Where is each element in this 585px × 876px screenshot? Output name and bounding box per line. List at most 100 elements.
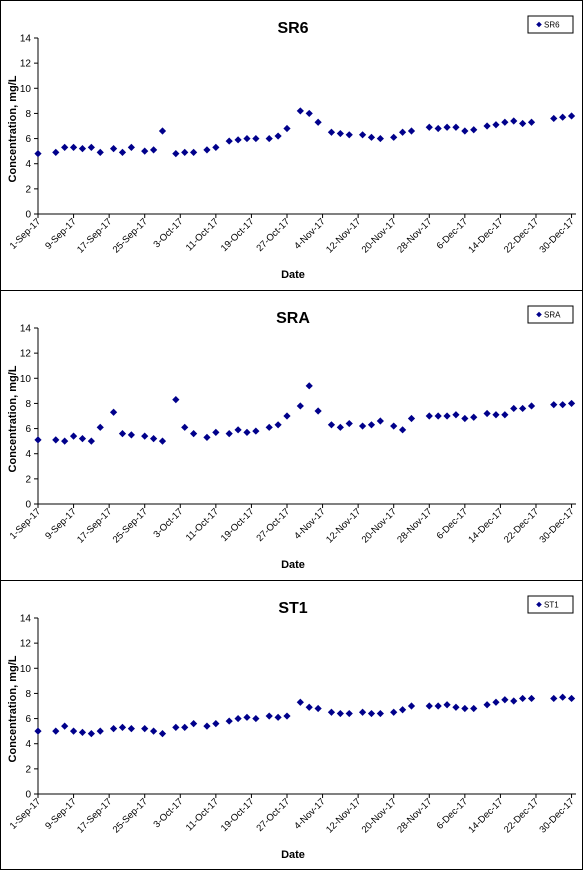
data-point xyxy=(461,704,469,713)
x-tick-label: 30-Dec-17 xyxy=(538,506,577,545)
y-tick-label: 8 xyxy=(25,109,31,120)
y-tick-label: 4 xyxy=(25,739,31,750)
y-tick-label: 4 xyxy=(25,159,31,170)
y-tick-label: 14 xyxy=(20,34,32,45)
data-point xyxy=(425,412,433,420)
data-point xyxy=(283,712,291,720)
x-tick-label: 17-Sep-17 xyxy=(75,506,114,545)
data-point xyxy=(550,114,558,123)
data-point xyxy=(252,427,260,435)
data-point xyxy=(483,122,491,130)
data-point xyxy=(519,404,527,413)
data-point xyxy=(158,730,167,738)
y-tick-label: 0 xyxy=(25,790,31,801)
y-tick-label: 12 xyxy=(20,639,32,650)
y-tick-label: 12 xyxy=(20,349,32,360)
data-point xyxy=(69,143,78,151)
x-tick-label: 17-Sep-17 xyxy=(75,796,114,835)
x-axis-title: Date xyxy=(281,269,305,281)
x-tick-label: 20-Nov-17 xyxy=(360,506,399,545)
x-tick-label: 12-Nov-17 xyxy=(324,216,363,255)
data-point xyxy=(150,727,158,735)
data-point xyxy=(398,128,407,136)
data-point xyxy=(345,709,353,718)
x-tick-label: 22-Dec-17 xyxy=(502,506,541,545)
data-point xyxy=(265,134,273,143)
x-tick-label: 3-Oct-17 xyxy=(151,216,185,250)
data-point xyxy=(203,146,211,154)
x-tick-label: 3-Oct-17 xyxy=(151,796,185,830)
x-tick-label: 9-Sep-17 xyxy=(43,506,78,541)
data-point xyxy=(172,396,180,404)
data-point xyxy=(527,694,536,703)
x-tick-label: 28-Nov-17 xyxy=(395,506,434,545)
data-point xyxy=(141,725,149,733)
data-point xyxy=(314,118,322,126)
data-point xyxy=(172,150,180,158)
data-point xyxy=(190,148,198,156)
y-tick-label: 10 xyxy=(20,84,32,95)
data-point xyxy=(367,421,376,429)
x-tick-label: 19-Oct-17 xyxy=(219,216,257,254)
data-point xyxy=(398,706,407,714)
data-point xyxy=(483,409,491,418)
data-point xyxy=(492,121,500,129)
data-point xyxy=(118,148,127,156)
data-point xyxy=(367,133,376,141)
data-point xyxy=(567,112,576,120)
data-point xyxy=(190,720,198,728)
data-point xyxy=(501,696,509,704)
data-point xyxy=(203,722,211,730)
data-point xyxy=(296,107,304,115)
chart-title: SR6 xyxy=(277,20,308,37)
data-point xyxy=(234,426,242,434)
data-point xyxy=(305,703,313,711)
data-point xyxy=(407,414,416,423)
data-point xyxy=(212,143,220,151)
data-point xyxy=(265,712,273,720)
data-point xyxy=(550,694,558,703)
data-point xyxy=(69,432,78,440)
data-point xyxy=(296,402,304,410)
data-point xyxy=(461,414,469,423)
data-point xyxy=(158,437,167,445)
data-point xyxy=(141,432,149,440)
data-point xyxy=(443,412,451,420)
x-tick-label: 22-Dec-17 xyxy=(502,796,541,835)
y-tick-label: 2 xyxy=(25,474,31,485)
x-tick-label: 14-Dec-17 xyxy=(466,216,505,255)
data-point xyxy=(78,145,87,153)
data-point xyxy=(252,134,260,143)
y-axis-title: Concentration, mg/L xyxy=(7,365,19,472)
data-point xyxy=(314,704,322,713)
data-point xyxy=(109,408,118,416)
y-tick-label: 10 xyxy=(20,374,32,385)
x-tick-label: 11-Oct-17 xyxy=(184,796,221,833)
data-point xyxy=(52,727,60,735)
x-tick-label: 27-Oct-17 xyxy=(254,796,292,834)
data-point xyxy=(52,148,60,156)
x-tick-label: 14-Dec-17 xyxy=(466,796,505,835)
x-tick-label: 3-Oct-17 xyxy=(151,506,185,540)
data-point xyxy=(252,714,260,723)
x-tick-label: 19-Oct-17 xyxy=(219,506,257,544)
data-point xyxy=(172,723,180,731)
data-point xyxy=(559,113,567,121)
x-tick-label: 12-Nov-17 xyxy=(324,506,363,545)
data-point xyxy=(78,728,87,736)
data-point xyxy=(265,423,273,431)
y-tick-label: 0 xyxy=(25,500,31,511)
x-tick-label: 6-Dec-17 xyxy=(435,506,470,541)
data-point xyxy=(96,727,104,735)
legend: SR6 xyxy=(527,15,574,34)
data-point xyxy=(483,701,491,709)
data-point xyxy=(407,127,416,135)
data-point xyxy=(470,704,478,713)
data-point xyxy=(127,143,135,151)
x-tick-label: 30-Dec-17 xyxy=(538,796,577,835)
data-point xyxy=(305,382,313,390)
data-point xyxy=(243,713,251,721)
data-point xyxy=(225,430,233,438)
data-point xyxy=(434,124,442,133)
